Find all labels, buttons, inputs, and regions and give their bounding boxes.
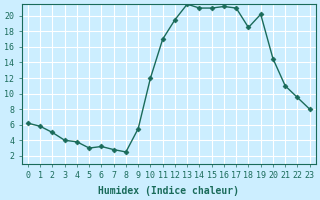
X-axis label: Humidex (Indice chaleur): Humidex (Indice chaleur) [98, 186, 239, 196]
